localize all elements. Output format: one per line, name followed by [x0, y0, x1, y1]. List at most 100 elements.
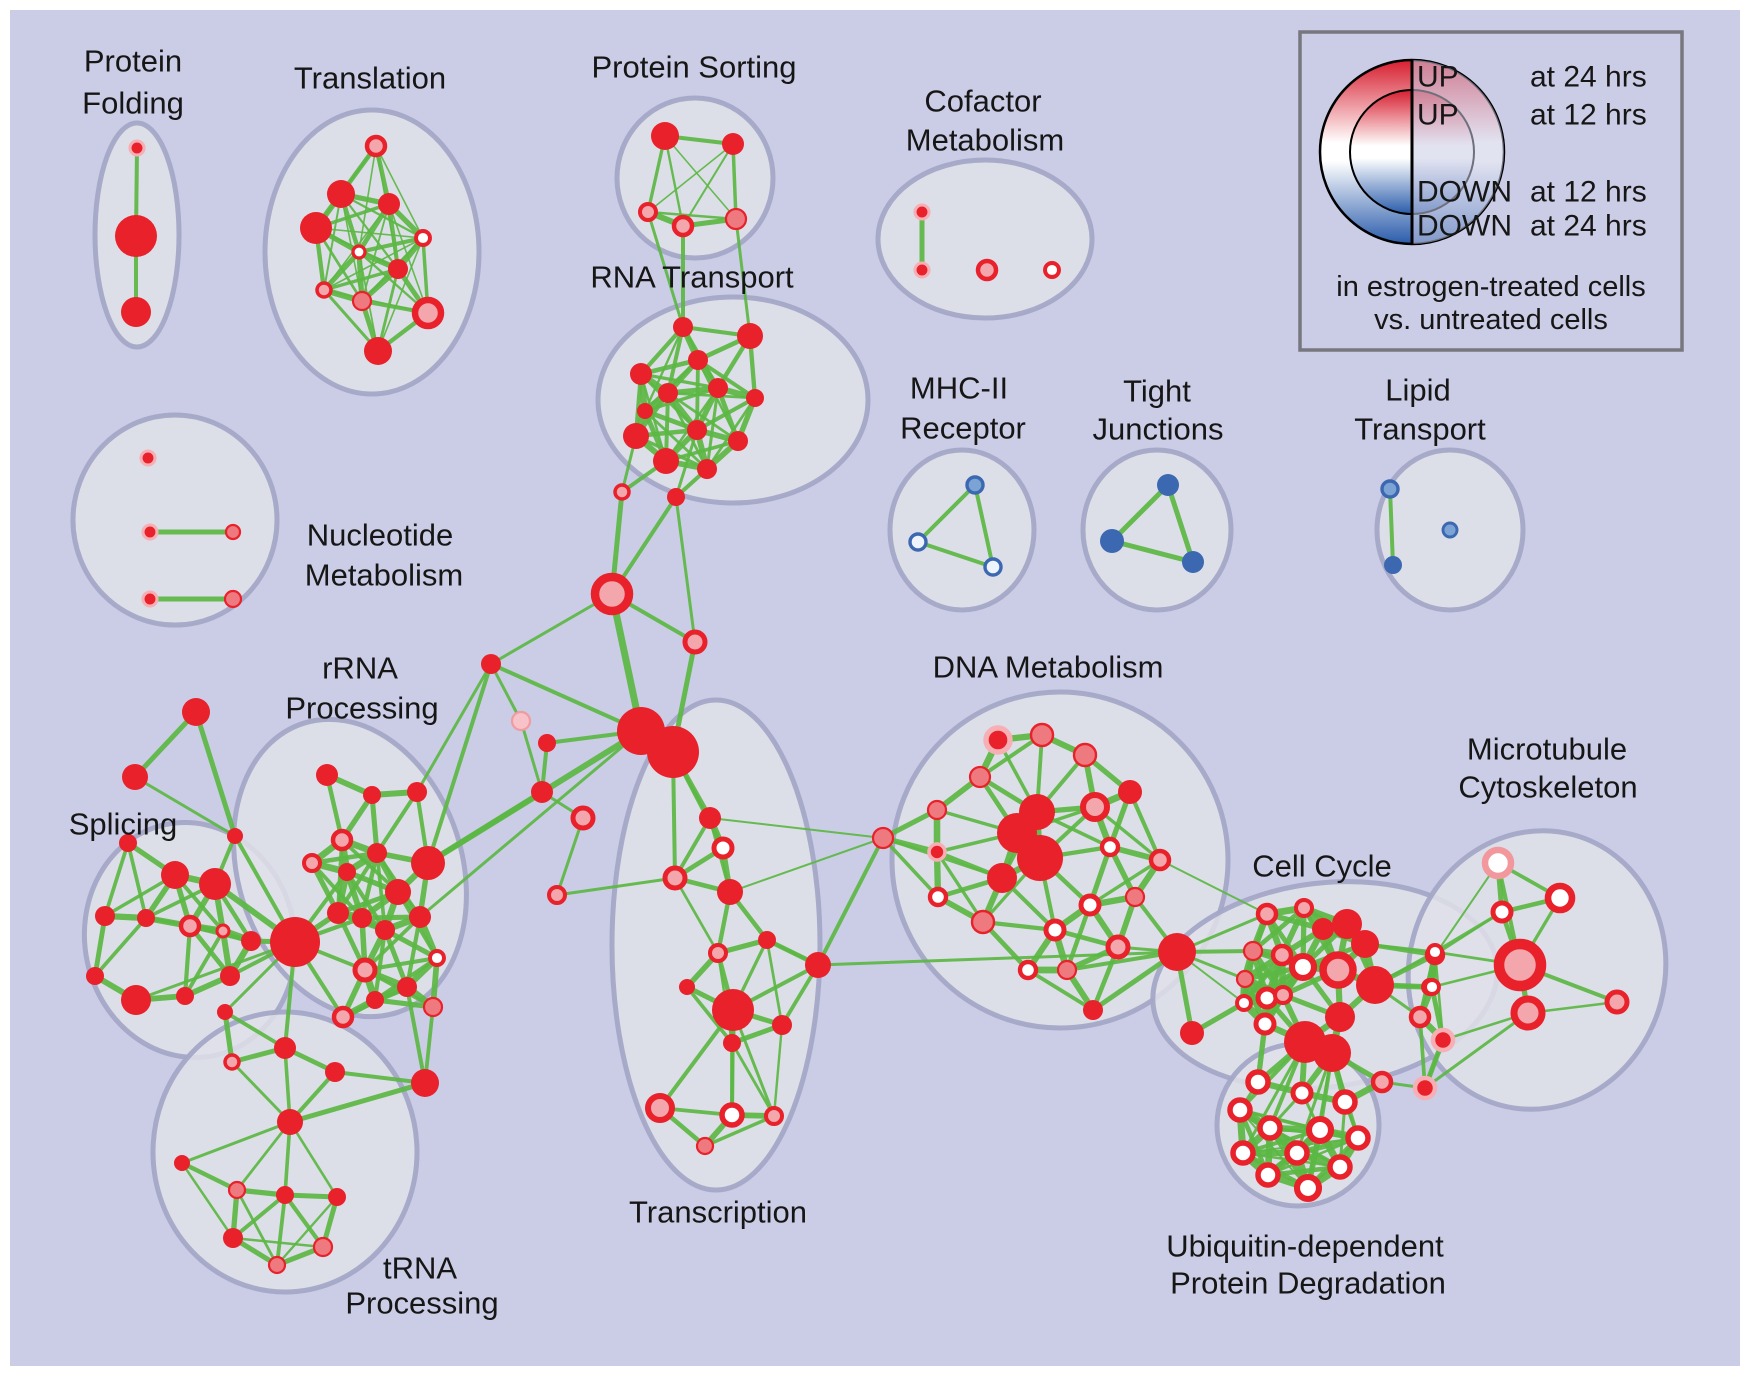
edge-rt6-rt11 [705, 396, 757, 471]
node-pf0 [128, 139, 146, 157]
node-m3 [538, 734, 556, 752]
edge-c24-m0x [1434, 862, 1499, 956]
node-d4 [926, 799, 948, 821]
node-q2 [1305, 1115, 1335, 1145]
node-d15 [1124, 886, 1146, 908]
node-mh0 [965, 475, 985, 495]
node-t8 [712, 989, 754, 1031]
edge-h1-h3 [674, 495, 697, 644]
node-s1 [161, 861, 189, 889]
edge-c1-c5 [1250, 905, 1307, 954]
node-s0 [119, 834, 137, 852]
node-v1 [122, 764, 148, 790]
edge-m1-u2 [415, 662, 493, 794]
node-d22 [1105, 934, 1131, 960]
node-u18 [366, 991, 384, 1009]
node-m1x [1544, 882, 1576, 914]
node-pf1 [115, 215, 157, 257]
node-q4 [1230, 1140, 1256, 1166]
node-q0 [1227, 1097, 1253, 1123]
node-tj2 [1182, 551, 1204, 573]
edge-rt5-rt12 [643, 386, 720, 413]
node-tj0 [1157, 474, 1179, 496]
edge-tj1-tj2 [1109, 538, 1196, 565]
cluster-label-rna-transport-line0: RNA Transport [590, 260, 794, 295]
edge-n9-n10 [231, 1236, 325, 1249]
node-n4 [277, 1109, 303, 1135]
node-hb2 [647, 726, 699, 778]
legend: UP at 24 hrs UP at 12 hrs DOWN at 12 hrs… [1298, 30, 1684, 352]
cluster-label-splicing-line0: Splicing [69, 807, 178, 842]
edge-tr4-tr10 [377, 237, 424, 352]
edge-v0-v2 [193, 709, 238, 839]
node-c0 [1255, 902, 1279, 926]
edge-d11-d16 [881, 836, 940, 899]
edge-n4-n5 [180, 1120, 292, 1165]
legend-down-24-dir: DOWN [1417, 210, 1512, 243]
node-d1 [1029, 722, 1055, 748]
node-c4 [1351, 930, 1379, 958]
edge-tr0-tr4 [375, 145, 424, 239]
node-cf0 [913, 203, 931, 221]
cluster-label-transcription-line0: Transcription [629, 1195, 807, 1230]
node-m1 [481, 654, 501, 674]
node-s10 [241, 931, 261, 951]
cluster-ellipse-trna-processing [150, 1009, 420, 1295]
node-m10x [1412, 1075, 1438, 1101]
edge-t2-t6 [673, 876, 720, 955]
cluster-label-microtubule-cytoskeleton-line1: Cytoskeleton [1458, 770, 1637, 805]
edge-ps2-rt0 [646, 210, 685, 329]
cluster-label-ubiquitin-degradation-line0: Ubiquitin-dependent [1166, 1229, 1444, 1264]
node-m0x [1481, 846, 1515, 880]
node-m5 [570, 805, 596, 831]
node-c19 [1290, 1081, 1314, 1105]
node-t6 [708, 943, 728, 963]
edge-n7-n11 [275, 1193, 287, 1267]
node-mh1 [908, 532, 928, 552]
legend-up-12-time: at 12 hrs [1530, 99, 1647, 132]
node-u12 [409, 906, 431, 928]
node-d3 [968, 765, 992, 789]
node-q5 [1284, 1140, 1310, 1166]
node-m2 [510, 710, 532, 732]
cluster-label-protein-sorting-line0: Protein Sorting [591, 50, 796, 85]
node-c8 [1319, 951, 1357, 989]
node-c11 [1255, 986, 1279, 1010]
node-d17 [970, 909, 996, 935]
node-d12 [927, 842, 947, 862]
node-n10 [312, 1236, 334, 1258]
edge-tr1-tr7 [323, 193, 342, 291]
node-d10 [987, 863, 1017, 893]
node-ps2 [638, 202, 658, 222]
edge-m1-m2 [489, 662, 523, 723]
node-t14 [695, 1136, 715, 1156]
node-rt2 [688, 350, 708, 370]
node-n11 [267, 1255, 287, 1275]
node-s6 [86, 967, 104, 985]
node-pf2 [121, 297, 151, 327]
node-m6x [1510, 995, 1546, 1031]
cluster-ellipse-cofactor-metabolism [875, 157, 1095, 321]
node-d20 [1017, 959, 1039, 981]
node-u1 [363, 786, 381, 804]
node-s5 [178, 914, 202, 938]
node-d13 [1099, 836, 1121, 858]
node-rt0 [673, 317, 693, 337]
node-d2 [1072, 742, 1098, 768]
node-u4 [302, 853, 322, 873]
cluster-label-rrna-processing-line0: rRNA [322, 651, 398, 686]
node-t13 [764, 1106, 784, 1126]
edge-n2-n4 [230, 1060, 292, 1124]
node-t7 [679, 979, 695, 995]
node-v2 [227, 828, 243, 844]
cluster-label-lipid-transport-line1: Transport [1354, 412, 1486, 447]
edge-d11-t3 [729, 837, 884, 893]
node-rt6 [746, 389, 764, 407]
edge-t7-t10 [685, 985, 734, 1045]
node-u6 [367, 843, 387, 863]
node-rt12 [637, 403, 653, 419]
node-m9x [1430, 1027, 1456, 1053]
edge-ps1-ps3 [681, 142, 735, 228]
edge-t10-t13 [730, 1041, 776, 1118]
